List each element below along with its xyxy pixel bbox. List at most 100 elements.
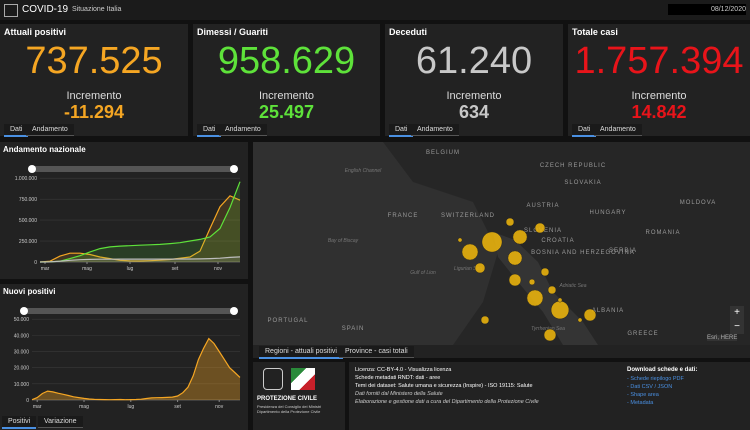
tab[interactable]: Andamento (411, 124, 459, 136)
download-link[interactable]: - Metadata (627, 400, 654, 406)
map-label: BOSNIA AND HERZEGOVINA (531, 250, 635, 256)
tab[interactable]: Province - casi totali (339, 346, 414, 358)
header: COVID-19 Situazione Italia 08/12/2020 (0, 0, 750, 20)
map-label: SPAIN (342, 326, 365, 332)
map-label: SWITZERLAND (441, 213, 495, 219)
line (31, 337, 241, 401)
card-value: 1.757.394 (574, 40, 744, 82)
map-label: Ligurian Sea (454, 266, 482, 272)
tab[interactable]: Andamento (26, 124, 74, 136)
area (40, 181, 240, 262)
bubble (540, 267, 550, 277)
bubble (534, 222, 546, 234)
bubble (474, 262, 486, 274)
bubble (508, 273, 522, 287)
download-link[interactable]: - Shape area (627, 392, 659, 398)
x-tick-label: lug (127, 266, 134, 272)
map-label: ROMANIA (645, 230, 680, 236)
y-tick-label: 30.000 (14, 350, 30, 356)
card-title: Dimessi / Guariti (197, 27, 269, 37)
map-label: PORTUGAL (268, 318, 309, 324)
date: 08/12/2020 (668, 4, 746, 15)
x-tick-label: mag (82, 266, 92, 272)
land (253, 142, 498, 345)
app-title: COVID-19 (22, 4, 69, 15)
slider-handle (28, 165, 36, 173)
line (39, 181, 241, 263)
area (32, 338, 240, 400)
tab[interactable]: Dati (4, 124, 29, 137)
card-value: 61.240 (415, 40, 533, 82)
map-label: Bay of Biscay (328, 238, 359, 244)
tab[interactable]: Positivi (2, 416, 37, 429)
bubble (550, 300, 570, 320)
x-tick-label: mar (33, 404, 42, 410)
x-tick-label: mag (79, 404, 89, 410)
tab[interactable]: Regioni - attuali positivi (259, 346, 343, 359)
increment-value: 14.842 (631, 102, 687, 122)
tab[interactable]: Dati (572, 124, 597, 137)
y-tick-label: 20.000 (14, 366, 30, 372)
tab[interactable]: Variazione (38, 416, 83, 428)
bubble (526, 289, 544, 307)
bubble (457, 237, 463, 243)
download-title: Download schede e dati: (627, 367, 698, 373)
increment-value: 634 (458, 102, 490, 122)
bubble (583, 308, 597, 322)
x-tick-label: set (172, 266, 179, 272)
increment-label: Incremento (66, 90, 122, 102)
tab[interactable]: Dati (197, 124, 222, 137)
bubble (480, 315, 490, 325)
bubble (528, 278, 536, 286)
zoom-control[interactable]: + − (730, 306, 744, 334)
map-label: ALBANIA (592, 308, 624, 314)
time-slider (24, 308, 234, 314)
slider-handle (20, 307, 28, 315)
map-label: Tyrrhenian Sea (531, 326, 565, 332)
bubble (543, 328, 557, 342)
stat-card: Totale casi 1.757.394 Incremento 14.842 Dati… (568, 24, 750, 137)
x-tick-label: set (174, 404, 181, 410)
info-line: Dati forniti dal Ministero della Salute (355, 391, 443, 397)
logo-panel: PROTEZIONE CIVILE Presidenza del Consigl… (253, 362, 345, 430)
info-panel: Download schede e dati: Licenza: CC-BY-4… (349, 362, 750, 430)
y-tick-label: 10.000 (14, 382, 30, 388)
panel: Nuovi positivi 0 10.000 20.000 30.000 40.000 5… (0, 284, 248, 430)
emblem (263, 368, 283, 390)
bubble (507, 250, 523, 266)
map-label: AUSTRIA (526, 203, 559, 209)
map-label: Adriatic Sea (559, 283, 587, 289)
chart: Nuovi positivi 0 10.000 20.000 30.000 40.000 5… (3, 287, 241, 410)
slider-handle (230, 165, 238, 173)
bubble (481, 231, 503, 253)
info-line: Temi dei dataset: Salute umana e sicurez… (355, 383, 533, 389)
tab[interactable]: Dati (389, 124, 414, 137)
tab[interactable]: Andamento (219, 124, 267, 136)
card-value: 958.629 (217, 40, 356, 82)
bubble (577, 317, 583, 323)
stat-card: Dimessi / Guariti 958.629 Incremento 25.497… (193, 24, 380, 137)
info-line: Schede metadati RNDT: dati - aree (355, 375, 441, 381)
logo-sub: Dipartimento della Protezione Civile (257, 409, 321, 414)
download-link[interactable]: - Dati CSV / JSON (627, 384, 673, 390)
bubble (505, 217, 515, 227)
map-label: English Channel (345, 168, 382, 174)
increment-label: Incremento (258, 90, 315, 102)
y-tick-label: 0 (26, 398, 29, 404)
download-link[interactable]: - Schede riepilogo PDF (627, 376, 684, 382)
bubble (512, 229, 528, 245)
bubble (547, 285, 557, 295)
y-tick-label: 50.000 (14, 317, 30, 323)
tab[interactable]: Andamento (594, 124, 642, 136)
area (40, 195, 240, 262)
card-title: Totale casi (572, 27, 618, 37)
chart: Andamento nazionale 0 250.000 500.000 750.00… (3, 145, 241, 272)
chart-title: Andamento nazionale (3, 145, 86, 154)
y-tick-label: 250.000 (19, 239, 37, 245)
logo-sub: Presidenza del Consiglio dei Ministri (257, 404, 322, 409)
bubble (461, 243, 479, 261)
attribution: Esri, HERE (707, 335, 738, 341)
info-line: Elaborazione e gestione dati a cura del … (355, 399, 539, 405)
y-tick-label: 1.000.000 (15, 176, 37, 182)
map-label: SLOVAKIA (564, 180, 601, 186)
